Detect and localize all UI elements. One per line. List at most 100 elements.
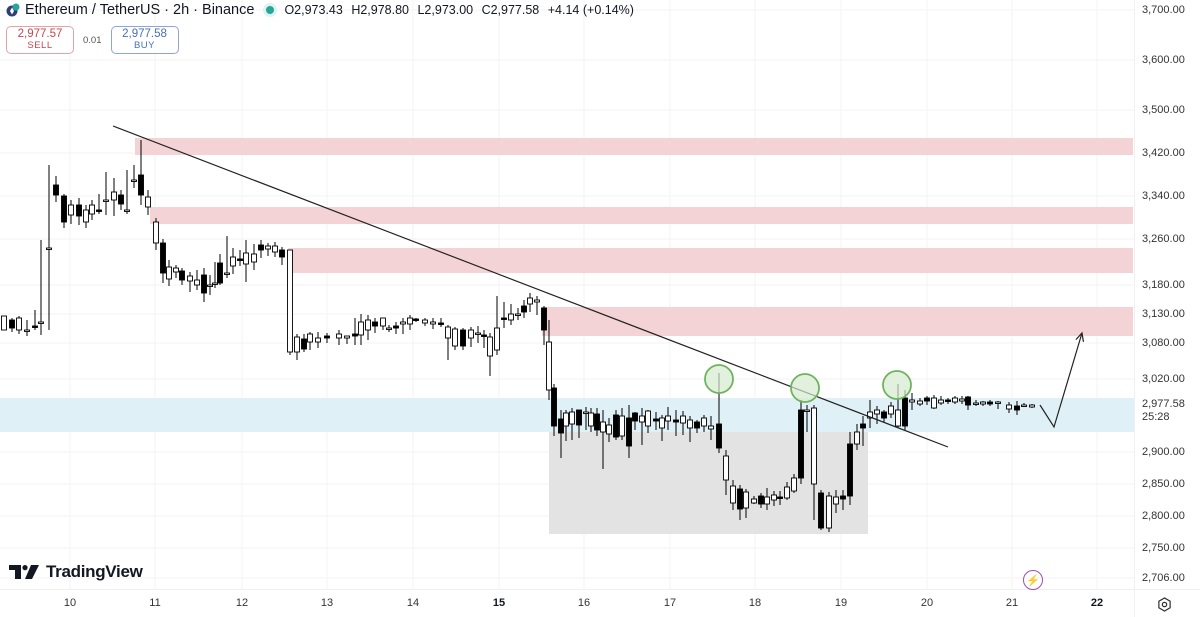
candle-body xyxy=(287,249,293,353)
candle-body xyxy=(613,414,619,438)
candle-body xyxy=(965,396,971,406)
candle-body xyxy=(400,321,406,325)
candle-body xyxy=(38,321,44,324)
time-tick-label: 10 xyxy=(63,597,77,609)
candle-body xyxy=(563,412,569,427)
sell-button[interactable]: 2,977.57 SELL xyxy=(6,26,74,54)
candle-body xyxy=(804,409,810,412)
candle-body xyxy=(96,209,102,212)
candle-body xyxy=(588,412,594,427)
candle-body xyxy=(294,336,300,353)
candle-body xyxy=(103,199,109,202)
price-tick-label: 2,900.00 xyxy=(1142,446,1185,458)
lightning-icon: ⚡ xyxy=(1026,574,1040,587)
supply-zone xyxy=(288,248,1133,273)
current-price-label: 2,977.58 25:28 xyxy=(1142,398,1185,424)
candle-body xyxy=(551,387,557,427)
candle-body xyxy=(422,319,428,324)
price-tick-label: 3,340.00 xyxy=(1142,190,1185,202)
candle-body xyxy=(716,423,722,449)
candle-body xyxy=(791,477,797,492)
candle-body xyxy=(413,318,419,321)
arrow-head-icon xyxy=(1075,331,1085,342)
price-tick-label: 3,700.00 xyxy=(1142,4,1185,16)
candle-body xyxy=(481,334,487,337)
tradingview-logo[interactable]: TradingView xyxy=(9,562,143,582)
candle-body xyxy=(487,336,493,357)
tradingview-logo-icon xyxy=(9,565,39,579)
candle-body xyxy=(771,494,777,501)
candle-body xyxy=(438,322,444,325)
time-tick-label: 16 xyxy=(577,597,591,609)
open-value: O2,973.43 xyxy=(284,3,343,17)
candle-body xyxy=(224,272,230,275)
candle-body xyxy=(952,397,958,403)
candle-body xyxy=(301,338,307,350)
candle-body xyxy=(279,249,285,258)
price-tick-label: 3,600.00 xyxy=(1142,54,1185,66)
candle-body xyxy=(777,496,783,499)
price-axis[interactable]: 2,977.58 25:28 3,700.00 3,600.00 3,500.00 3… xyxy=(1134,0,1200,617)
candle-body xyxy=(118,194,124,205)
candle-body xyxy=(89,204,95,215)
candle-body xyxy=(217,262,223,284)
price-tick-label: 3,500.00 xyxy=(1142,104,1185,116)
time-tick-label: 17 xyxy=(663,597,677,609)
candle-body xyxy=(833,496,839,505)
candle-body xyxy=(701,417,707,427)
tradingview-logo-text: TradingView xyxy=(46,562,143,581)
candle-body xyxy=(32,325,38,328)
candle-body xyxy=(645,410,651,427)
candle-body xyxy=(764,496,770,505)
symbol-title[interactable]: Ethereum / TetherUS · 2h · Binance xyxy=(25,2,255,18)
candle-body xyxy=(212,282,218,285)
buy-label: BUY xyxy=(133,40,156,51)
candle-body xyxy=(694,421,700,429)
candle-body xyxy=(534,299,540,303)
settings-gear-icon[interactable] xyxy=(1157,597,1172,612)
trade-panel: 2,977.57 SELL 0.01 2,977.58 BUY xyxy=(6,26,179,54)
candle-body xyxy=(145,196,151,208)
bolt-button[interactable]: ⚡ xyxy=(1023,570,1043,590)
candle-body xyxy=(665,415,671,422)
candle-body xyxy=(751,498,757,504)
price-chart[interactable] xyxy=(0,0,1134,590)
candle-body xyxy=(687,419,693,429)
time-axis-divider xyxy=(0,589,1200,590)
candle-body xyxy=(365,319,371,331)
candle-body xyxy=(1,315,7,331)
sell-price: 2,977.57 xyxy=(17,28,63,40)
time-tick-label: 21 xyxy=(1005,597,1019,609)
candle-body xyxy=(372,321,378,327)
candle-body xyxy=(1006,404,1012,410)
candle-body xyxy=(626,417,632,447)
ohlc-values: O2,973.43 H2,978.80 L2,973.00 C2,977.58 … xyxy=(284,3,638,17)
candle-body xyxy=(818,492,824,529)
candle-body xyxy=(230,256,236,267)
candle-body xyxy=(909,399,915,403)
candle-body xyxy=(888,405,894,415)
projection-path xyxy=(1039,332,1083,429)
candle-body xyxy=(1014,405,1020,411)
candle-body xyxy=(521,305,527,313)
candle-body xyxy=(987,401,993,405)
candle-body xyxy=(111,191,117,201)
buy-button[interactable]: 2,977.58 BUY xyxy=(110,26,179,54)
time-tick-label: 22 xyxy=(1090,597,1104,609)
candle-body xyxy=(673,419,679,423)
supply-zone xyxy=(542,307,1133,336)
candle-body xyxy=(53,184,59,196)
candle-body xyxy=(393,325,399,329)
candle-body xyxy=(201,274,207,294)
candle-body xyxy=(938,399,944,404)
time-tick-label: 11 xyxy=(149,597,161,609)
supply-zone xyxy=(135,138,1133,155)
candle-body xyxy=(243,252,249,265)
candle-body xyxy=(468,329,474,339)
candle-body xyxy=(924,397,930,402)
candle-body xyxy=(959,398,965,402)
price-tick-label: 3,260.00 xyxy=(1142,233,1185,245)
candle-body xyxy=(380,317,386,327)
candle-body xyxy=(24,329,30,332)
candle-body xyxy=(173,267,179,273)
